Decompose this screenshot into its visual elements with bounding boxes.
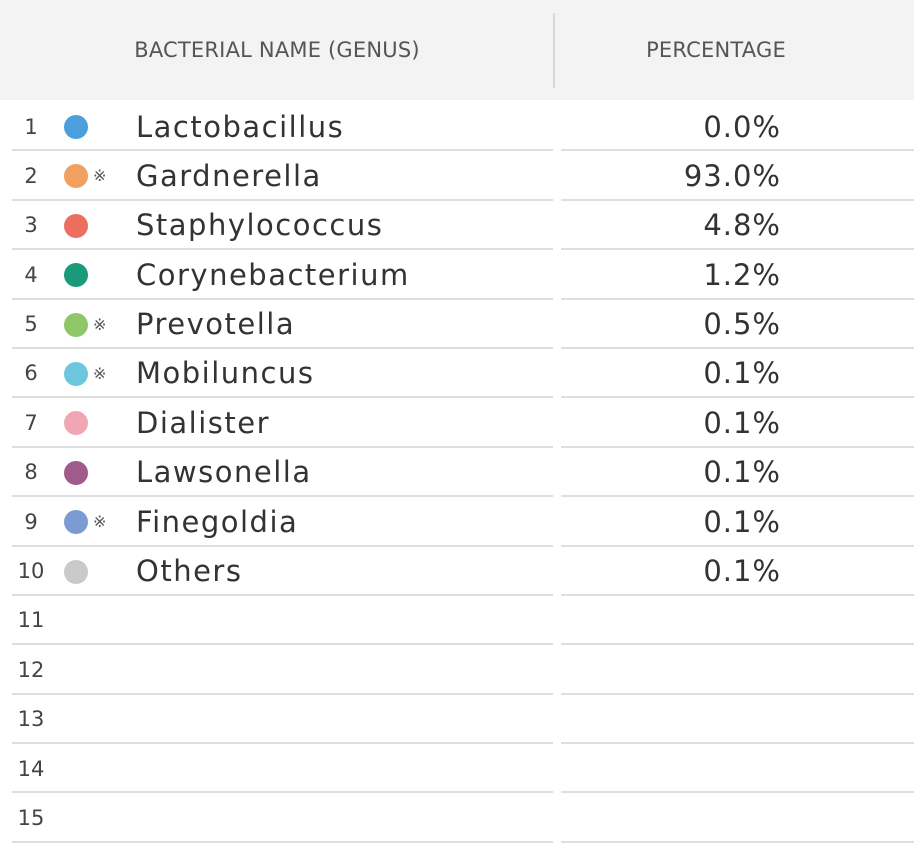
- row-number: 8: [24, 460, 38, 485]
- table-row: 9 ※ Finegoldia 0.1%: [0, 497, 914, 547]
- row-divider: [561, 198, 914, 201]
- color-dot-icon: [64, 115, 88, 139]
- color-dot-icon: [64, 559, 88, 584]
- table-row: 15: [0, 793, 914, 843]
- color-dot-icon: [64, 263, 88, 288]
- row-number: 5: [24, 312, 38, 337]
- row-number: 3: [24, 213, 38, 238]
- row-number: 2: [24, 163, 38, 188]
- row-divider: [12, 149, 553, 152]
- percentage-value: 0.1%: [703, 405, 781, 440]
- bacteria-name: Others: [136, 554, 243, 589]
- percentage-value: 1.2%: [703, 257, 781, 292]
- row-divider: [12, 593, 553, 596]
- table-row: 14: [0, 744, 914, 794]
- percentage-value: 0.5%: [703, 307, 781, 342]
- color-dot-icon: [64, 510, 88, 535]
- table-row: 11: [0, 596, 914, 646]
- row-divider: [561, 791, 914, 794]
- table-row: 4 Corynebacterium 1.2%: [0, 250, 914, 300]
- bacteria-name: Mobiluncus: [136, 356, 315, 391]
- table-row: 13: [0, 695, 914, 745]
- table-header: BACTERIAL NAME (GENUS) PERCENTAGE: [0, 0, 914, 100]
- percentage-value: 0.0%: [703, 109, 781, 144]
- row-number: 1: [24, 114, 38, 139]
- row-divider: [561, 544, 914, 547]
- row-number: 15: [17, 805, 45, 830]
- row-divider: [12, 495, 553, 498]
- row-divider: [561, 248, 914, 251]
- row-number: 4: [24, 262, 38, 287]
- row-divider: [561, 346, 914, 349]
- bacteria-name: Gardnerella: [136, 158, 322, 193]
- color-dot-icon: [64, 411, 88, 436]
- table-row: 10 Others 0.1%: [0, 547, 914, 596]
- bacteria-name: Staphylococcus: [136, 208, 384, 243]
- row-divider: [561, 396, 914, 399]
- color-dot-icon: [64, 312, 88, 337]
- reference-mark: ※: [93, 363, 107, 383]
- row-divider: [561, 593, 914, 596]
- percentage-value: 0.1%: [703, 455, 781, 490]
- color-dot-icon: [64, 213, 88, 238]
- table-row: 12: [0, 645, 914, 695]
- row-number: 13: [17, 707, 45, 732]
- column-header-percentage: PERCENTAGE: [646, 38, 786, 62]
- color-dot-icon: [64, 460, 88, 485]
- row-divider: [561, 742, 914, 745]
- bacteria-name: Lawsonella: [136, 455, 312, 490]
- table-row: 8 Lawsonella 0.1%: [0, 448, 914, 498]
- row-number: 6: [24, 361, 38, 386]
- table-row: 5 ※ Prevotella 0.5%: [0, 300, 914, 349]
- row-number: 10: [17, 559, 45, 584]
- bacteria-name: Finegoldia: [136, 504, 299, 539]
- percentage-value: 0.1%: [703, 356, 781, 391]
- row-divider: [12, 643, 553, 646]
- row-divider: [12, 248, 553, 251]
- row-divider: [12, 346, 553, 349]
- percentage-value: 4.8%: [703, 208, 781, 243]
- reference-mark: ※: [93, 512, 107, 532]
- percentage-value: 0.1%: [703, 504, 781, 539]
- column-header-bacterial-name: BACTERIAL NAME (GENUS): [134, 38, 420, 62]
- row-divider: [12, 396, 553, 399]
- color-dot-icon: [64, 164, 88, 189]
- table-row: 3 Staphylococcus 4.8%: [0, 201, 914, 251]
- row-divider: [561, 445, 914, 448]
- row-divider: [12, 198, 553, 201]
- row-divider: [561, 149, 914, 152]
- bacteria-table-body: 1 Lactobacillus 0.0% 2 ※ Gardnerella 93.0% 3 Sta…: [0, 102, 914, 843]
- bacteria-name: Prevotella: [136, 307, 296, 342]
- bacteria-name: Corynebacterium: [136, 257, 410, 292]
- row-divider: [12, 445, 553, 448]
- row-number: 14: [17, 756, 45, 781]
- row-divider: [12, 544, 553, 547]
- bacteria-name: Lactobacillus: [136, 109, 345, 144]
- row-divider: [12, 692, 553, 695]
- row-divider: [561, 692, 914, 695]
- table-row: 7 Dialister 0.1%: [0, 398, 914, 448]
- table-row: 2 ※ Gardnerella 93.0%: [0, 151, 914, 201]
- row-divider: [12, 297, 553, 300]
- row-number: 12: [17, 657, 45, 682]
- table-row: 1 Lactobacillus 0.0%: [0, 102, 914, 152]
- row-divider: [12, 840, 553, 843]
- row-divider: [12, 742, 553, 745]
- row-divider: [561, 495, 914, 498]
- row-number: 9: [24, 509, 38, 534]
- row-divider: [561, 297, 914, 300]
- row-number: 7: [24, 410, 38, 435]
- row-divider: [561, 840, 914, 843]
- reference-mark: ※: [93, 314, 107, 334]
- row-divider: [12, 791, 553, 794]
- bacteria-name: Dialister: [136, 405, 271, 440]
- percentage-value: 93.0%: [683, 158, 781, 193]
- percentage-value: 0.1%: [703, 554, 781, 589]
- color-dot-icon: [64, 361, 88, 386]
- reference-mark: ※: [93, 166, 107, 186]
- row-number: 11: [17, 608, 45, 633]
- table-row: 6 ※ Mobiluncus 0.1%: [0, 349, 914, 399]
- header-divider: [553, 13, 555, 88]
- row-divider: [561, 643, 914, 646]
